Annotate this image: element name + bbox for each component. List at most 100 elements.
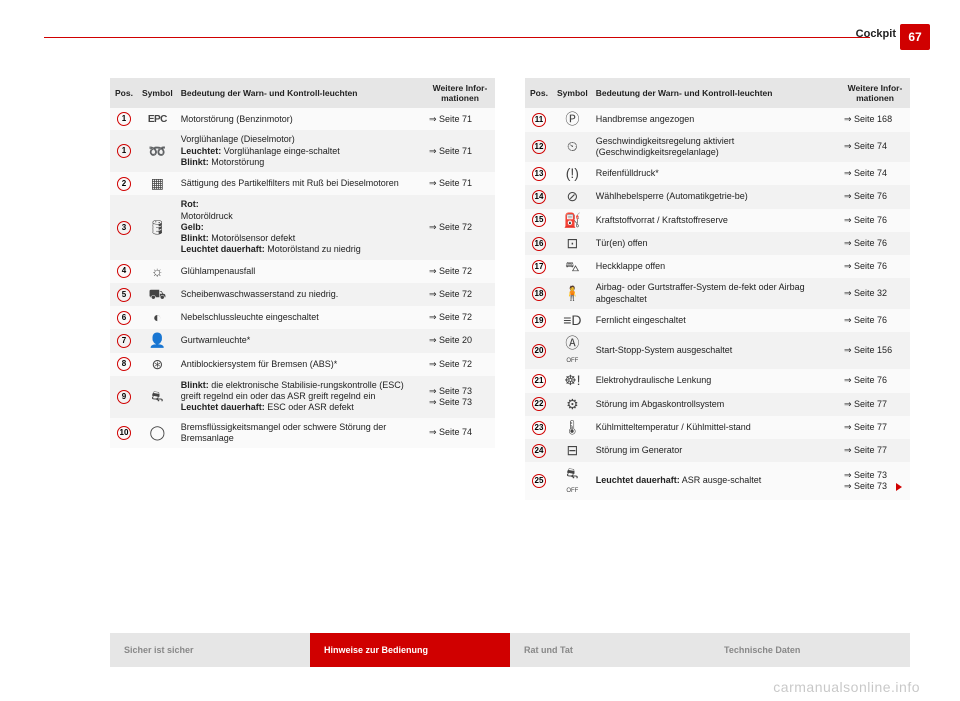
info-cell: ⇒ Seite 76 <box>840 309 910 332</box>
table-row: 8⊛Antiblockiersystem für Bremsen (ABS)*⇒… <box>110 353 495 376</box>
pos-badge: 5 <box>117 288 131 302</box>
pos-badge: 19 <box>532 314 546 328</box>
pos-badge: 20 <box>532 344 546 358</box>
symbol-cell: 👤 <box>138 329 177 352</box>
warning-icon: 🛢 <box>148 220 166 234</box>
meaning-cell: Geschwindigkeitsregelung aktiviert (Gesc… <box>592 132 840 163</box>
meaning-cell: Tür(en) offen <box>592 232 840 255</box>
symbol-cell: ◐ <box>138 306 177 329</box>
symbol-cell: ⏲ <box>553 132 592 163</box>
pos-cell: 3 <box>110 195 138 259</box>
warning-table-right: Pos. Symbol Bedeutung der Warn- und Kont… <box>525 78 910 500</box>
pos-badge: 7 <box>117 334 131 348</box>
warning-icon: ⊡ <box>566 236 578 250</box>
info-cell: ⇒ Seite 73⇒ Seite 73 <box>425 376 495 418</box>
warning-icon: ⊛ <box>151 357 163 371</box>
warning-icon: ⛐OFF <box>566 466 578 494</box>
footer-tab[interactable]: Hinweise zur Bedienung <box>310 633 510 667</box>
pos-cell: 22 <box>525 393 553 416</box>
pos-badge: 3 <box>117 221 131 235</box>
pos-cell: 15 <box>525 209 553 232</box>
info-cell: ⇒ Seite 77 <box>840 416 910 439</box>
symbol-cell: ⛐ <box>138 376 177 418</box>
info-cell: ⇒ Seite 71 <box>425 172 495 195</box>
pos-cell: 9 <box>110 376 138 418</box>
watermark: carmanualsonline.info <box>773 679 920 695</box>
pos-badge: 9 <box>117 390 131 404</box>
pos-badge: 6 <box>117 311 131 325</box>
info-cell: ⇒ Seite 72 <box>425 195 495 259</box>
warning-icon: ⏲ <box>567 139 578 153</box>
table-row: 13(!)Reifenfülldruck*⇒ Seite 74 <box>525 162 910 185</box>
meaning-cell: Bremsflüssigkeitsmangel oder schwere Stö… <box>177 418 425 449</box>
footer-tab[interactable]: Rat und Tat <box>510 633 710 667</box>
warning-icon: ⚙ <box>566 397 579 411</box>
pos-cell: 17 <box>525 255 553 278</box>
pos-badge: 21 <box>532 374 546 388</box>
meaning-cell: Gurtwarnleuchte* <box>177 329 425 352</box>
table-row: 18🧍Airbag- oder Gurtstraffer-System de-f… <box>525 278 910 309</box>
footer-tab[interactable]: Technische Daten <box>710 633 910 667</box>
symbol-cell: ⒶOFF <box>553 332 592 369</box>
meaning-cell: Nebelschlussleuchte eingeschaltet <box>177 306 425 329</box>
info-cell: ⇒ Seite 71 <box>425 108 495 130</box>
table-row: 16 ⊡ Tür(en) offen⇒ Seite 76 <box>525 232 910 255</box>
table-row: 22⚙Störung im Abgaskontrollsystem⇒ Seite… <box>525 393 910 416</box>
meaning-cell: Blinkt: die elektronische Stabilisie-run… <box>177 376 425 418</box>
warning-icon: Ⓟ <box>565 112 579 126</box>
footer-tab[interactable]: Sicher ist sicher <box>110 633 310 667</box>
table-row: 7👤Gurtwarnleuchte*⇒ Seite 20 <box>110 329 495 352</box>
pos-cell: 1 <box>110 130 138 172</box>
pos-cell: 1 <box>110 108 138 130</box>
pos-badge: 14 <box>532 190 546 204</box>
pos-cell: 5 <box>110 283 138 306</box>
symbol-cell: ▦ <box>138 172 177 195</box>
pos-cell: 16 <box>525 232 553 255</box>
table-row: 4☼Glühlampenausfall⇒ Seite 72 <box>110 260 495 283</box>
table-row: 14⊘Wählhebelsperre (Automatikgetrie-be)⇒… <box>525 185 910 208</box>
warning-icon: ☼ <box>151 264 164 278</box>
meaning-cell: Elektrohydraulische Lenkung <box>592 369 840 392</box>
info-cell: ⇒ Seite 168 <box>840 108 910 131</box>
pos-cell: 25 <box>525 462 553 499</box>
symbol-cell: 🌡 <box>553 416 592 439</box>
symbol-cell: ≡D <box>553 309 592 332</box>
info-cell: ⇒ Seite 72 <box>425 306 495 329</box>
page-number: 67 <box>900 24 930 50</box>
table-row: 10◯Bremsflüssigkeitsmangel oder schwere … <box>110 418 495 449</box>
warning-icon: ⛟ <box>149 287 167 301</box>
meaning-cell: Handbremse angezogen <box>592 108 840 131</box>
info-cell: ⇒ Seite 76 <box>840 232 910 255</box>
pos-badge: 24 <box>532 444 546 458</box>
symbol-cell: ⛐OFF <box>553 462 592 499</box>
meaning-cell: Airbag- oder Gurtstraffer-System de-fekt… <box>592 278 840 309</box>
meaning-cell: Störung im Generator <box>592 439 840 462</box>
meaning-cell: Start-Stopp-System ausgeschaltet <box>592 332 840 369</box>
pos-badge: 2 <box>117 177 131 191</box>
table-row: 25⛐OFFLeuchtet dauerhaft: ASR ausge-scha… <box>525 462 910 499</box>
symbol-cell: ⊡ <box>553 232 592 255</box>
table-row: 23🌡Kühlmitteltemperatur / Kühlmittel-sta… <box>525 416 910 439</box>
warning-icon: ◐ <box>153 310 161 324</box>
meaning-cell: Motorstörung (Benzinmotor) <box>177 108 425 130</box>
warning-icon: ⛽ <box>564 213 581 227</box>
pos-cell: 2 <box>110 172 138 195</box>
info-cell: ⇒ Seite 72 <box>425 283 495 306</box>
pos-cell: 11 <box>525 108 553 131</box>
pos-cell: 21 <box>525 369 553 392</box>
table-row: 9 ⛐Blinkt: die elektronische Stabilisie-r… <box>110 376 495 418</box>
symbol-cell: ⊘ <box>553 185 592 208</box>
table-row: 20ⒶOFFStart-Stopp-System ausgeschaltet⇒ … <box>525 332 910 369</box>
meaning-cell: Glühlampenausfall <box>177 260 425 283</box>
info-cell: ⇒ Seite 76 <box>840 255 910 278</box>
pos-cell: 10 <box>110 418 138 449</box>
meaning-cell: Fernlicht eingeschaltet <box>592 309 840 332</box>
pos-badge: 23 <box>532 421 546 435</box>
meaning-cell: Rot:MotoröldruckGelb:Blinkt: Motorölsens… <box>177 195 425 259</box>
info-cell: ⇒ Seite 77 <box>840 439 910 462</box>
warning-icon: EPC <box>148 115 167 125</box>
symbol-cell: ⊛ <box>138 353 177 376</box>
table-row: 3 🛢 Rot:MotoröldruckGelb:Blinkt: Motorölse… <box>110 195 495 259</box>
pos-cell: 4 <box>110 260 138 283</box>
th-pos: Pos. <box>110 78 138 108</box>
